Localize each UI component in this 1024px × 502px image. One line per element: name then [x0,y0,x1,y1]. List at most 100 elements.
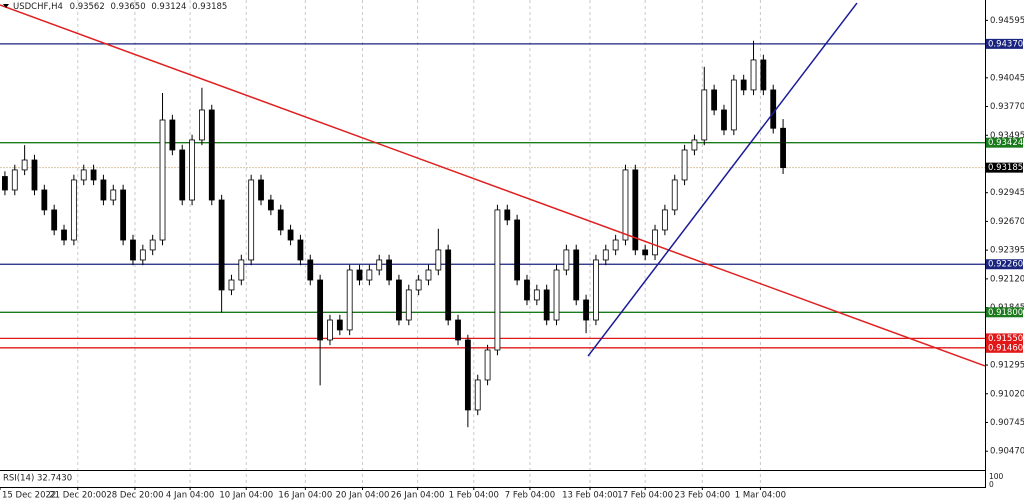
candles [2,40,786,428]
candle-body [70,179,77,241]
levels [0,43,985,349]
header: USDCHF,H4 0.93562 0.93650 0.93124 0.9318… [13,2,227,12]
candle-body [297,239,304,261]
candle-body [445,249,452,321]
y-tick-label: 0.92395 [990,246,1024,256]
candle-body [396,279,402,321]
candle-body [159,119,166,241]
candle-body [701,89,708,141]
candle-body [346,269,353,331]
candle-body [622,169,629,241]
candle-body [248,179,255,261]
candle-body [691,139,698,151]
candle-body [642,249,649,256]
level-label: 0.91460 [988,343,1023,353]
candle-body [386,259,392,281]
candle-body [583,299,589,321]
trendline [587,2,858,357]
y-tick-label: 0.92120 [990,274,1024,284]
x-tick-label: 10 Jan 04:00 [219,491,273,501]
candle-body [533,289,540,301]
candle-body [593,259,599,321]
menu-arrow[interactable] [3,4,9,8]
y-tick-label: 0.93770 [990,102,1024,112]
x-tick-label: 4 Jan 04:00 [166,491,214,501]
candle-body [553,269,560,321]
x-tick-label: 20 Jan 04:00 [336,491,390,501]
candle-body [671,179,678,211]
candle-body [770,89,777,129]
candle-body [228,279,235,291]
candle-body [405,289,412,321]
candle-body [110,189,117,201]
candle-body [474,379,481,411]
y-tick-label: 0.91020 [990,389,1024,399]
candle-body [2,176,8,191]
candle-body [356,269,363,281]
candle-body [31,159,38,191]
symbol: USDCHF,H4 [13,2,63,12]
candle-body [721,109,727,131]
candle-body [612,239,619,251]
candle-body [514,219,521,281]
candle-body [267,199,274,211]
level-label: 0.94370 [988,39,1023,49]
x-tick-label: 26 Jan 04:00 [391,491,445,501]
candle-body [238,259,245,281]
indicator-label: RSI(14) 32.7430 [3,474,72,484]
candle-body [189,139,195,201]
candle-body [51,209,58,231]
candle-body [760,59,767,91]
candle-body [199,109,205,141]
candle-body [336,319,343,331]
candle-body [504,209,511,221]
candle-body [632,169,639,251]
y-tick-label: 0.90745 [990,418,1024,428]
x-tick-label: 23 Feb 04:00 [674,491,730,501]
candle-body [435,249,442,271]
candle-body [277,209,284,231]
candle-body [661,209,668,231]
candle-body [120,189,127,241]
candle-body [376,259,383,271]
y-tick-label: 0.92945 [990,188,1024,198]
current-price-label: 0.93185 [988,163,1023,173]
candle-body [130,239,136,261]
candle-body [750,59,757,91]
x-tick-label: 17 Feb 04:00 [617,491,673,501]
candle-body [494,209,501,351]
candle-body [258,179,264,201]
x-tick-label: 7 Feb 04:00 [505,491,555,501]
candle-body [711,89,718,111]
candle-body [740,79,747,91]
candle-body [80,169,87,181]
y-tick-label: 0.91295 [990,361,1024,371]
candle-body [21,159,28,171]
candle-body [149,239,156,251]
candle-body [287,229,294,241]
indicator-top: 100 [989,472,1004,481]
y-tick-label: 0.90470 [990,447,1024,457]
candle-body [455,319,461,341]
x-tick-label: 21 Dec 20:00 [49,491,106,501]
candle-body [11,169,18,191]
candle-body [681,149,688,181]
current-price-tag [986,162,1023,173]
x-tick-label: 16 Jan 04:00 [278,491,332,501]
candle-body [218,199,225,291]
candle-body [100,179,107,201]
level-tag [986,342,1023,353]
candle-body [573,249,580,301]
level-tag [986,259,1023,270]
candle-body [652,229,658,256]
candle-body [41,189,48,211]
y-tick-label: 0.92670 [990,217,1024,227]
y-tick-label: 0.94045 [990,73,1024,83]
high-value: 0.93650 [110,2,145,12]
candle-body [415,279,422,291]
candle-body [780,127,786,169]
candle-body [139,249,146,261]
low-value: 0.93124 [151,2,186,12]
